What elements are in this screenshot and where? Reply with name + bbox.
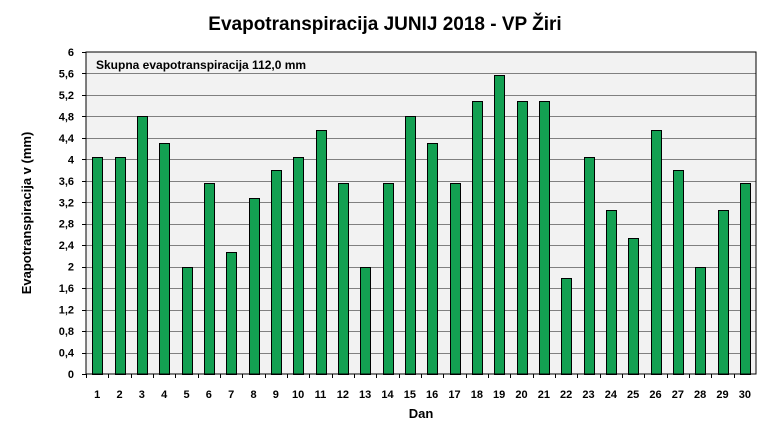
bar-day-1	[92, 157, 103, 375]
y-tick-label: 2,4	[59, 240, 75, 252]
bar-day-8	[249, 198, 260, 375]
y-tick-label: 0,8	[59, 326, 74, 338]
bar-day-13	[360, 267, 371, 375]
x-tick-label: 2	[116, 389, 122, 401]
bar-day-4	[159, 143, 170, 375]
bar-day-29	[718, 210, 729, 375]
x-tick-label: 25	[627, 389, 639, 401]
x-tick-label: 3	[139, 389, 145, 401]
plot-area: Skupna evapotranspiracija 112,0 mm	[85, 51, 757, 375]
x-tick-label: 21	[538, 389, 550, 401]
bar-day-6	[204, 183, 215, 375]
bar-day-22	[561, 278, 572, 375]
x-tick-label: 26	[649, 389, 661, 401]
y-tick-label: 0,4	[59, 348, 75, 360]
bar-day-30	[740, 183, 751, 375]
x-tick-label: 30	[739, 389, 751, 401]
y-tick-label: 6	[68, 47, 74, 59]
bar-day-10	[293, 157, 304, 375]
bar-day-18	[472, 101, 483, 375]
bar-day-12	[338, 183, 349, 375]
x-tick-label: 5	[183, 389, 189, 401]
x-tick-label: 23	[582, 389, 594, 401]
y-tick-label: 5,6	[59, 68, 74, 80]
x-tick-label: 15	[404, 389, 416, 401]
x-tick-label: 10	[292, 389, 304, 401]
x-tick-label: 9	[273, 389, 279, 401]
bar-day-11	[316, 130, 327, 375]
x-tick-label: 12	[337, 389, 349, 401]
bar-day-2	[115, 157, 126, 375]
bar-day-19	[494, 75, 505, 375]
bar-day-15	[405, 116, 416, 375]
bar-day-28	[695, 267, 706, 375]
bar-day-21	[539, 101, 550, 375]
y-tick-label: 4	[68, 154, 75, 166]
bar-day-25	[628, 238, 639, 375]
bar-day-9	[271, 170, 282, 375]
x-tick-label: 27	[672, 389, 684, 401]
total-annotation: Skupna evapotranspiracija 112,0 mm	[96, 58, 306, 72]
y-tick-label: 0	[68, 369, 74, 381]
bar-day-7	[226, 252, 237, 375]
y-tick-label: 3,6	[59, 176, 74, 188]
bar-day-20	[517, 101, 528, 375]
bar-day-24	[606, 210, 617, 375]
x-axis-ticks: 1 2 3 4 5 6 7 8 9 10 11 12 13 14 15 16 17 18 19 20 21 22 23 24 2…	[86, 374, 751, 401]
x-tick-label: 20	[515, 389, 527, 401]
x-tick-label: 1	[94, 389, 100, 401]
x-tick-label: 22	[560, 389, 572, 401]
y-tick-label: 4,8	[59, 111, 74, 123]
y-tick-label: 5,2	[59, 90, 74, 102]
x-tick-label: 11	[315, 389, 327, 401]
y-tick-label: 1,2	[59, 305, 74, 317]
bar-day-26	[651, 130, 662, 375]
y-tick-label: 1,6	[59, 283, 74, 295]
x-axis-label: Dan	[409, 406, 434, 421]
bar-day-16	[427, 143, 438, 375]
gridlines	[86, 73, 756, 354]
x-tick-label: 6	[206, 389, 212, 401]
y-axis-label: Evapotranspiracija v (mm)	[19, 132, 34, 295]
x-tick-label: 13	[359, 389, 371, 401]
y-tick-label: 2,8	[59, 219, 74, 231]
bars	[92, 75, 751, 375]
x-tick-label: 17	[448, 389, 460, 401]
x-tick-label: 18	[471, 389, 483, 401]
x-tick-label: 4	[161, 389, 168, 401]
bar-day-27	[673, 170, 684, 375]
x-tick-label: 16	[426, 389, 438, 401]
bar-day-23	[584, 157, 595, 375]
x-tick-label: 28	[694, 389, 706, 401]
y-tick-label: 2	[68, 262, 74, 274]
x-tick-label: 29	[716, 389, 728, 401]
y-tick-label: 4,4	[59, 133, 75, 145]
bar-day-5	[182, 267, 193, 375]
x-tick-label: 24	[605, 389, 618, 401]
y-tick-label: 3,2	[59, 197, 74, 209]
x-tick-label: 7	[228, 389, 234, 401]
x-tick-label: 8	[250, 389, 256, 401]
bar-day-17	[450, 183, 461, 375]
x-tick-label: 14	[381, 389, 394, 401]
x-tick-label: 19	[493, 389, 505, 401]
bar-day-3	[137, 116, 148, 375]
bar-day-14	[383, 183, 394, 375]
plot-background	[86, 52, 756, 374]
y-axis-ticks: 0 0,4 0,8 1,2 1,6 2 2,4 2,8 3,2 3,6 4 4,4 4,8 5,2 5,6 6	[59, 47, 86, 381]
chart-title: Evapotranspiracija JUNIJ 2018 - VP Žiri	[208, 13, 561, 35]
